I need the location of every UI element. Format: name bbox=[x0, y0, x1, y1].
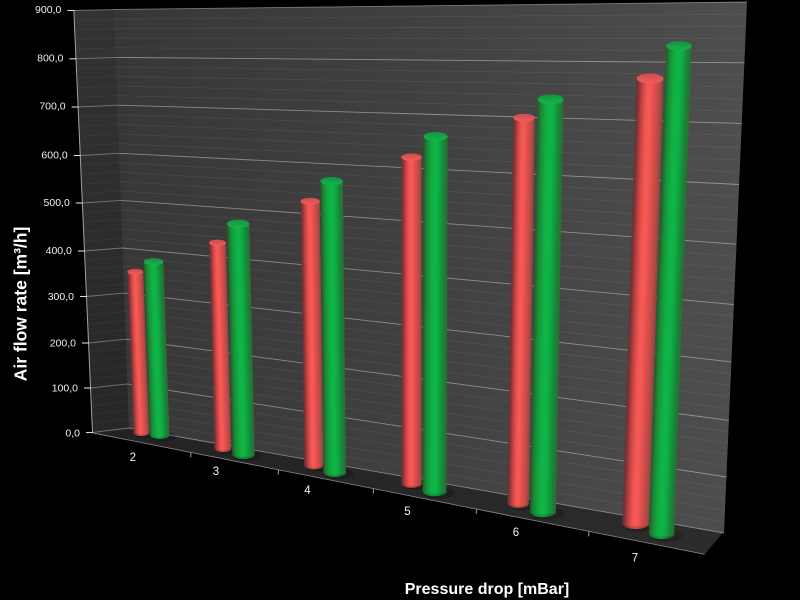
svg-text:900,0: 900,0 bbox=[35, 4, 61, 16]
svg-text:7: 7 bbox=[632, 553, 638, 565]
svg-text:0,0: 0,0 bbox=[65, 427, 80, 439]
svg-text:3: 3 bbox=[213, 466, 219, 478]
svg-text:700,0: 700,0 bbox=[39, 101, 65, 113]
svg-text:200,0: 200,0 bbox=[50, 338, 76, 350]
svg-text:Air flow rate [m³/h]: Air flow rate [m³/h] bbox=[11, 227, 31, 382]
svg-text:500,0: 500,0 bbox=[44, 197, 70, 209]
svg-text:800,0: 800,0 bbox=[37, 52, 63, 64]
svg-text:6: 6 bbox=[513, 527, 519, 539]
svg-text:Pressure drop [mBar]: Pressure drop [mBar] bbox=[405, 581, 570, 598]
svg-text:600,0: 600,0 bbox=[41, 149, 67, 161]
svg-text:4: 4 bbox=[304, 485, 311, 497]
svg-text:400,0: 400,0 bbox=[46, 245, 72, 257]
svg-text:300,0: 300,0 bbox=[48, 291, 74, 303]
svg-text:5: 5 bbox=[404, 506, 410, 518]
svg-text:2: 2 bbox=[130, 452, 136, 464]
svg-text:100,0: 100,0 bbox=[52, 383, 78, 395]
